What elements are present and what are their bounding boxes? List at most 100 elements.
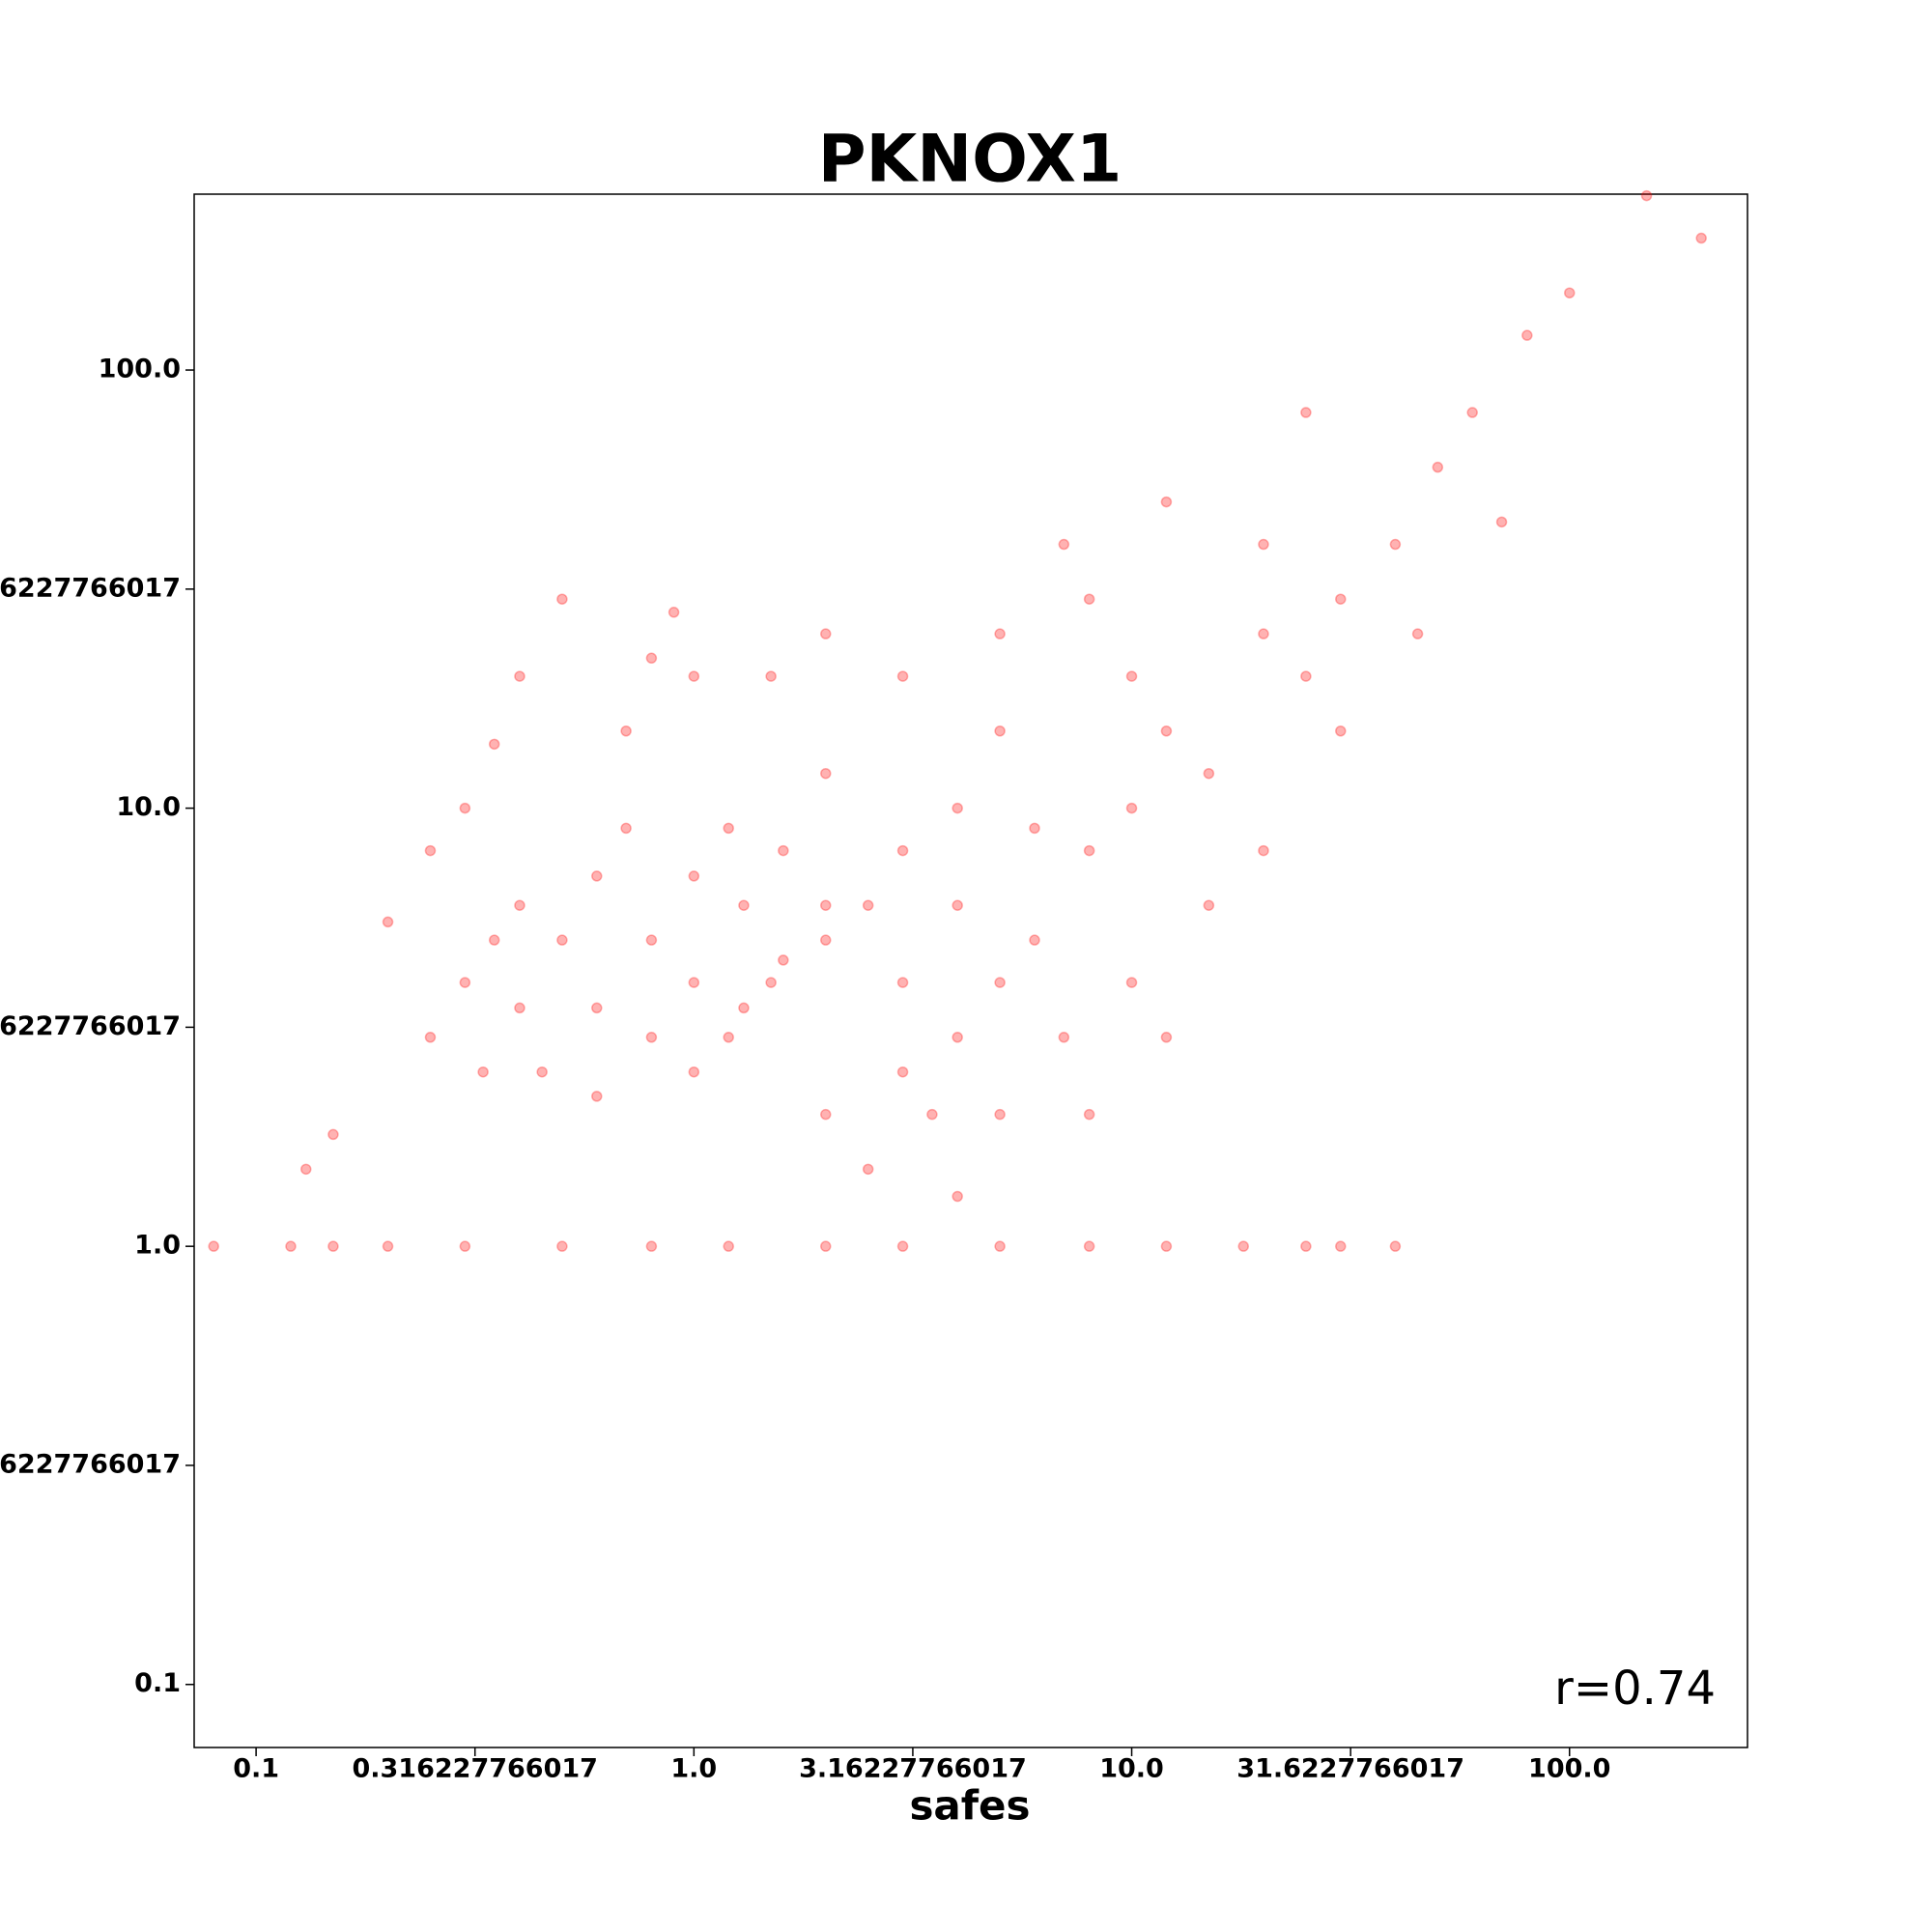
point [382,1240,394,1252]
point [1203,899,1215,911]
point [1300,1240,1312,1252]
point [1125,670,1138,682]
point [1029,934,1040,946]
point [1083,1240,1095,1252]
point [1695,232,1707,244]
point [514,670,526,682]
y-tick-label: 10.0 [116,792,181,822]
point [1083,1108,1095,1121]
point [1160,496,1173,508]
point [536,1065,548,1078]
point [382,916,394,928]
annotation: r=0.74 [1554,1662,1716,1716]
point [896,670,909,682]
point [477,1065,489,1078]
point [1564,287,1576,298]
x-tick-label: 0.1 [233,1754,279,1784]
point [1203,767,1215,780]
point [327,1240,339,1252]
point [738,899,750,911]
point [645,1240,658,1252]
point [1258,628,1269,639]
point [688,1065,700,1078]
point [1058,1032,1070,1043]
point [1083,844,1095,857]
point [896,844,909,857]
point [952,802,963,814]
point [488,738,500,751]
point [620,822,632,835]
point [591,1002,603,1014]
point [688,977,700,988]
point [820,628,832,639]
point [765,670,777,682]
point [645,934,658,946]
point [1083,593,1095,605]
point [1258,844,1269,857]
point [556,934,568,946]
y-tick-label: 31.6227766017 [0,573,181,603]
point [1160,725,1173,737]
point [208,1240,219,1252]
point [1389,538,1402,551]
point [896,1065,909,1078]
point [1237,1240,1249,1252]
point [765,977,777,988]
point [820,1108,832,1121]
point [1160,1032,1173,1043]
point [1160,1240,1173,1252]
point [1640,189,1653,202]
point [862,1163,874,1176]
point [688,870,700,882]
point [459,977,471,988]
point [994,628,1006,639]
x-tick-label: 3.16227766017 [799,1754,1027,1784]
y-tick-label: 0.1 [134,1668,181,1698]
point [1432,461,1444,473]
point [994,1108,1006,1121]
point [1125,802,1138,814]
point [820,899,832,911]
point [300,1163,312,1176]
point [952,899,963,911]
point [952,1190,963,1203]
point [1058,538,1070,551]
x-tick-label: 100.0 [1528,1754,1610,1784]
point [994,1240,1006,1252]
point [556,593,568,605]
x-tick-label: 1.0 [670,1754,717,1784]
point [424,1032,437,1043]
point [1389,1240,1402,1252]
x-axis-label: safes [909,1782,1030,1830]
point [1335,1240,1347,1252]
point [778,844,789,857]
y-tick-label: 1.0 [134,1231,181,1261]
point [1029,822,1040,835]
chart-title: PKNOX1 [818,122,1122,198]
x-tick-label: 10.0 [1099,1754,1164,1784]
point [994,725,1006,737]
point [488,934,500,946]
y-tick-label: 100.0 [99,355,181,384]
point [514,1002,526,1014]
point [620,725,632,737]
point [896,977,909,988]
point [994,977,1006,988]
y-tick-label: 3.16227766017 [0,1011,181,1041]
point [591,1091,603,1102]
point [459,802,471,814]
point [1411,628,1424,639]
point [952,1032,963,1043]
point [668,607,680,618]
point [556,1240,568,1252]
point [1300,670,1312,682]
point [645,1032,658,1043]
point [459,1240,471,1252]
point [1300,407,1312,418]
point [1495,516,1508,528]
point [723,822,734,835]
x-tick-label: 31.6227766017 [1236,1754,1464,1784]
point [1335,593,1347,605]
